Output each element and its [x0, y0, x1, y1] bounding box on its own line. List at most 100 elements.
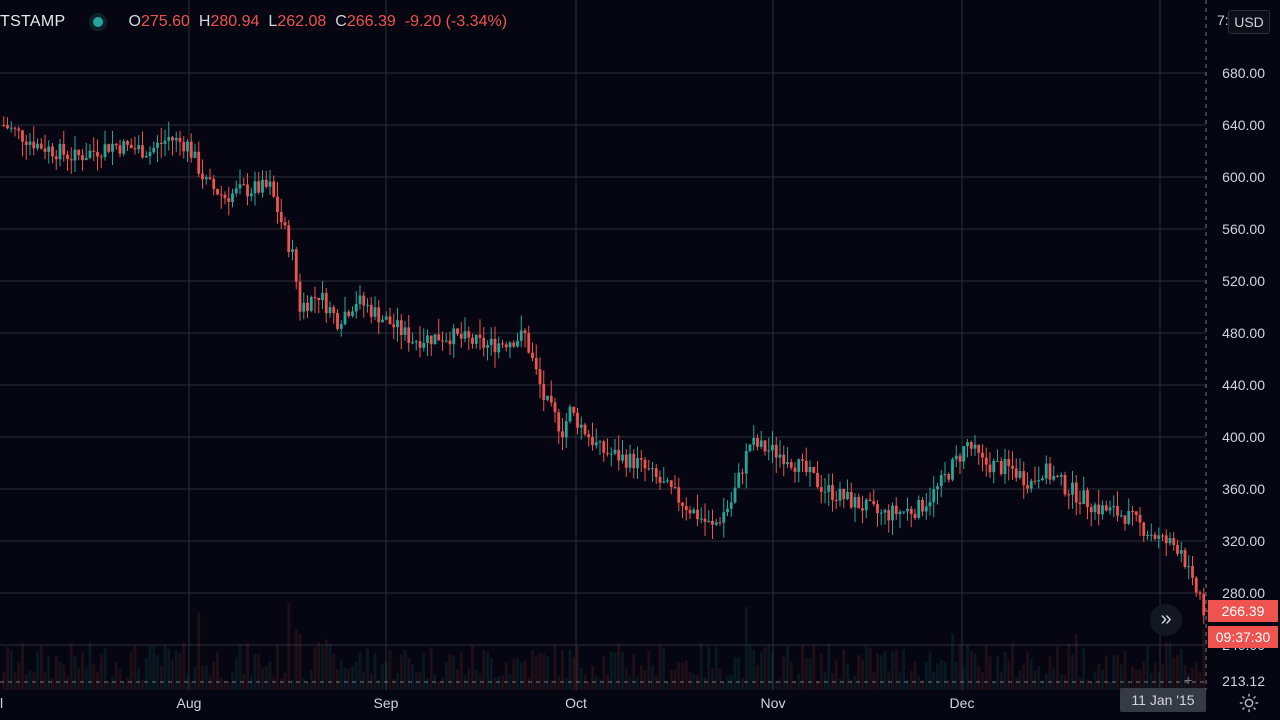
candle-body: [358, 295, 362, 304]
volume-bar: [546, 656, 549, 690]
candle-body: [808, 467, 812, 473]
candle-body: [77, 149, 81, 156]
volume-bar: [354, 661, 358, 690]
candle-body: [643, 459, 647, 469]
volume-bar: [666, 681, 669, 690]
volume-bar: [129, 651, 133, 690]
candle-body: [786, 462, 789, 465]
volume-bar: [306, 681, 309, 690]
candle-body: [73, 149, 77, 161]
volume-bar: [1134, 669, 1138, 690]
volume-bar: [396, 672, 399, 690]
price-axis[interactable]: 680.00 640.00 600.00 560.00 520.00 480.00 440.…: [1222, 65, 1265, 689]
candle-body: [324, 292, 328, 314]
plus-icon[interactable]: +: [1184, 672, 1193, 688]
volume-bar: [966, 644, 969, 690]
volume-bar: [9, 650, 13, 690]
candle-body: [883, 510, 887, 513]
candle-body: [1168, 538, 1172, 544]
volume-bar: [422, 653, 426, 690]
candle-body: [996, 460, 999, 462]
candle-body: [624, 454, 628, 468]
time-tick-label: Aug: [177, 695, 202, 711]
volume-bar: [988, 656, 992, 690]
volume-bar: [456, 668, 459, 690]
volume-bar: [1067, 643, 1071, 690]
candle-body: [306, 302, 309, 311]
volume-bar: [103, 648, 107, 690]
volume-bar: [13, 672, 17, 690]
candle-body: [433, 334, 437, 345]
volume-bar: [448, 654, 452, 690]
volume-bar: [171, 659, 174, 690]
volume-bar: [1119, 664, 1123, 690]
candle-body: [1161, 535, 1164, 537]
candle-body: [456, 328, 459, 334]
candle-body: [699, 518, 703, 520]
candle-body: [913, 513, 917, 518]
volume-bar: [1026, 651, 1029, 690]
volume-bar: [647, 650, 651, 690]
candle-body: [437, 334, 441, 341]
volume-bar: [1093, 671, 1097, 690]
gear-icon[interactable]: [1238, 692, 1260, 714]
candle-body: [1108, 507, 1112, 511]
volume-bar: [643, 670, 647, 690]
legend-header: TSTAMP O 275.60 H 280.94 L 262.08 C 266.39 -…: [0, 10, 516, 34]
volume-bar: [332, 653, 336, 690]
volume-bar: [778, 679, 782, 690]
currency-button[interactable]: USD: [1228, 10, 1270, 34]
volume-bar: [403, 650, 407, 690]
candle-body: [1131, 511, 1134, 513]
candle-body: [426, 335, 429, 344]
candle-body: [418, 341, 422, 348]
volume-bar: [726, 676, 729, 690]
volume-bar: [609, 651, 613, 690]
volume-bar: [819, 654, 823, 690]
volume-bar: [876, 653, 879, 690]
candle-body: [1071, 482, 1074, 495]
low-value: 262.08: [277, 13, 327, 30]
candle-body: [744, 450, 748, 474]
candle-body: [448, 340, 452, 345]
candle-body: [647, 468, 651, 470]
volume-bar: [834, 660, 838, 690]
volume-bar: [516, 657, 519, 690]
scroll-to-realtime-button[interactable]: »: [1150, 604, 1182, 636]
volume-bar: [399, 654, 403, 690]
candle-body: [493, 338, 497, 353]
time-axis[interactable]: l Aug Sep Oct Nov Dec: [0, 695, 974, 711]
candle-body: [737, 472, 741, 488]
volume-bar: [688, 671, 692, 690]
candle-body: [21, 130, 24, 142]
volume-bar: [272, 676, 276, 690]
candle-body: [1116, 506, 1119, 516]
candle-body: [343, 311, 347, 325]
candle-body: [658, 477, 662, 483]
volume-bar: [924, 661, 928, 690]
volume-bar: [28, 670, 32, 690]
candle-body: [714, 522, 718, 525]
candle-body: [122, 141, 126, 154]
volume-bar: [1059, 674, 1063, 690]
volume-bar: [549, 679, 553, 690]
volume-bar: [977, 665, 981, 690]
volume-bar: [793, 681, 797, 690]
chart-grid: [0, 0, 1206, 690]
symbol-name[interactable]: TSTAMP: [0, 13, 66, 30]
candle-body: [441, 340, 444, 342]
volume-bar: [538, 653, 542, 690]
candle-body: [1074, 482, 1078, 503]
candle-body: [1142, 522, 1146, 536]
candle-body: [838, 488, 842, 501]
candle-body: [219, 194, 223, 196]
candle-body: [864, 499, 868, 511]
volume-bar: [482, 649, 486, 690]
candle-body: [782, 454, 786, 465]
candle-body: [231, 193, 234, 202]
volume-bar: [39, 644, 43, 690]
candle-body: [156, 142, 159, 148]
candle-body: [924, 506, 928, 512]
volume-bar: [1187, 673, 1191, 690]
